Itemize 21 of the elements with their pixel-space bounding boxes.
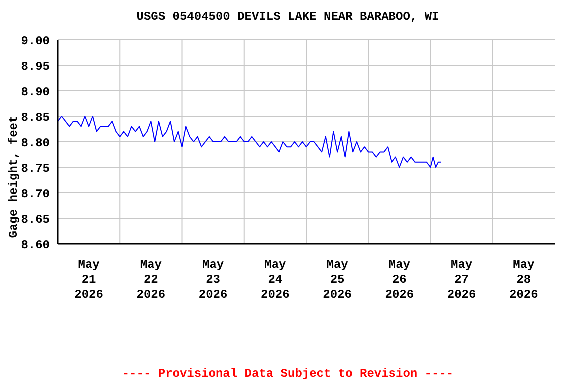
line-series	[58, 116, 442, 168]
y-tick-label: 8.60	[21, 238, 50, 252]
x-tick-label: May 24 2026	[261, 258, 290, 302]
x-tick-label: May 25 2026	[323, 258, 352, 302]
x-tick-label: May 26 2026	[385, 258, 414, 302]
y-tick-label: 8.85	[21, 110, 50, 125]
y-tick-label: 8.90	[21, 85, 50, 100]
text: ---- Provisional Data Subject to Revision ----	[121, 367, 455, 381]
x-tick-label: May 27 2026	[447, 258, 476, 302]
y-tick-label: 8.80	[21, 136, 50, 150]
x-tick-label: May 22 2026	[136, 258, 166, 302]
y-axis-title: Gage height, feet	[6, 114, 22, 240]
y-tick-label: 9.00	[21, 34, 50, 48]
chart-title: USGS 05404500 DEVILS LAKE NEAR BARABOO, WI	[136, 10, 440, 24]
x-tick-label: May 28 2026	[510, 258, 538, 302]
x-tick-label: May 23 2026	[198, 258, 228, 302]
y-tick-label: 8.70	[21, 187, 50, 202]
x-tick-label: May 21 2026	[74, 258, 104, 302]
y-tick-label: 8.75	[21, 162, 50, 176]
y-tick-label: 8.95	[21, 60, 50, 74]
y-tick-label: 8.65	[21, 212, 50, 227]
